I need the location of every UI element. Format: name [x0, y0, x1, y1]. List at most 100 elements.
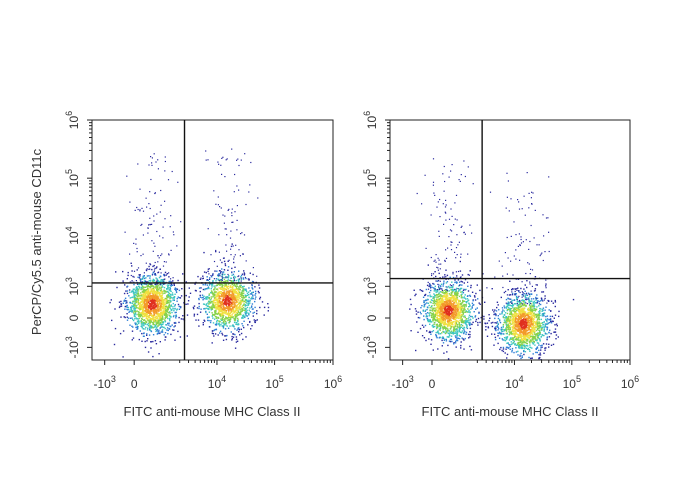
event-dot — [445, 276, 447, 278]
event-dot — [130, 306, 132, 309]
event-dot — [169, 290, 171, 292]
event-dot — [169, 288, 172, 290]
event-dot — [461, 281, 464, 283]
event-dot — [133, 313, 136, 315]
event-dot — [246, 306, 249, 309]
event-dot — [457, 306, 459, 309]
event-dot — [140, 294, 142, 296]
event-dot — [443, 308, 446, 310]
event-dot — [131, 265, 133, 267]
event-dot — [158, 319, 161, 321]
event-dot — [219, 206, 221, 208]
event-dot — [122, 330, 125, 332]
event-dot — [225, 283, 227, 285]
event-dot — [443, 318, 445, 320]
event-dot — [168, 328, 171, 330]
event-dot — [140, 292, 142, 294]
event-dot — [432, 307, 435, 309]
event-dot — [436, 313, 438, 315]
event-dot — [156, 294, 158, 297]
event-dot — [126, 290, 129, 292]
event-dot — [217, 161, 219, 163]
event-dot — [159, 290, 162, 292]
event-dot — [129, 297, 131, 299]
event-dot — [223, 260, 226, 263]
event-dot — [162, 291, 164, 293]
event-dot — [239, 285, 241, 287]
event-dot — [246, 302, 248, 304]
event-dot — [244, 294, 246, 297]
event-dot — [441, 316, 443, 318]
event-dot — [161, 294, 163, 296]
event-dot — [142, 300, 144, 302]
event-dot — [243, 272, 245, 274]
event-dot — [155, 161, 157, 163]
event-dot — [199, 290, 201, 293]
event-dot — [187, 303, 189, 305]
event-dot — [132, 296, 134, 298]
event-dot — [210, 254, 212, 256]
event-dot — [155, 343, 158, 345]
event-dot — [168, 253, 170, 255]
event-dot — [241, 232, 243, 234]
event-dot — [449, 332, 451, 334]
event-dot — [231, 274, 233, 276]
event-dot — [232, 289, 234, 292]
event-dot — [468, 323, 471, 325]
event-dot — [232, 245, 234, 247]
event-dot — [420, 289, 423, 292]
event-dot — [455, 281, 457, 283]
event-dot — [451, 285, 453, 287]
event-dot — [163, 292, 166, 294]
event-dot — [158, 284, 161, 286]
event-dot — [149, 207, 151, 210]
event-dot — [223, 299, 225, 301]
event-dot — [436, 280, 438, 282]
event-dot — [215, 322, 218, 324]
event-dot — [237, 317, 239, 320]
event-dot — [127, 317, 130, 319]
event-dot — [158, 323, 160, 325]
event-dot — [455, 304, 457, 307]
event-dot — [144, 277, 146, 280]
event-dot — [240, 159, 242, 161]
event-dot — [244, 305, 246, 307]
event-dot — [170, 215, 172, 217]
event-dot — [163, 278, 165, 280]
event-dot — [251, 291, 253, 294]
event-dot — [448, 286, 450, 288]
event-dot — [477, 324, 479, 326]
event-dot — [445, 282, 448, 284]
event-dot — [440, 325, 442, 327]
event-dot — [455, 346, 457, 348]
event-dot — [160, 331, 162, 333]
event-dot — [456, 338, 458, 340]
event-dot — [238, 249, 240, 251]
event-dot — [462, 307, 464, 309]
event-dot — [156, 326, 158, 328]
event-dot — [446, 336, 448, 338]
event-dot — [147, 309, 149, 311]
event-dot — [216, 284, 218, 286]
event-dot — [267, 306, 270, 309]
event-dot — [169, 317, 171, 320]
event-dot — [134, 297, 137, 299]
event-dot — [143, 286, 145, 288]
event-dot — [445, 309, 447, 311]
event-dot — [153, 153, 155, 155]
event-dot — [159, 211, 161, 213]
event-dot — [236, 306, 238, 308]
event-dot — [491, 325, 494, 328]
event-dot — [448, 310, 451, 313]
event-dot — [133, 288, 135, 290]
event-dot — [145, 277, 147, 279]
event-dot — [223, 292, 226, 294]
event-dot — [144, 307, 147, 310]
event-dot — [242, 289, 244, 291]
event-dot — [148, 320, 151, 323]
event-dot — [141, 318, 143, 321]
event-dot — [214, 296, 216, 299]
event-dot — [167, 314, 169, 316]
event-dot — [425, 339, 427, 342]
event-dot — [459, 315, 462, 317]
